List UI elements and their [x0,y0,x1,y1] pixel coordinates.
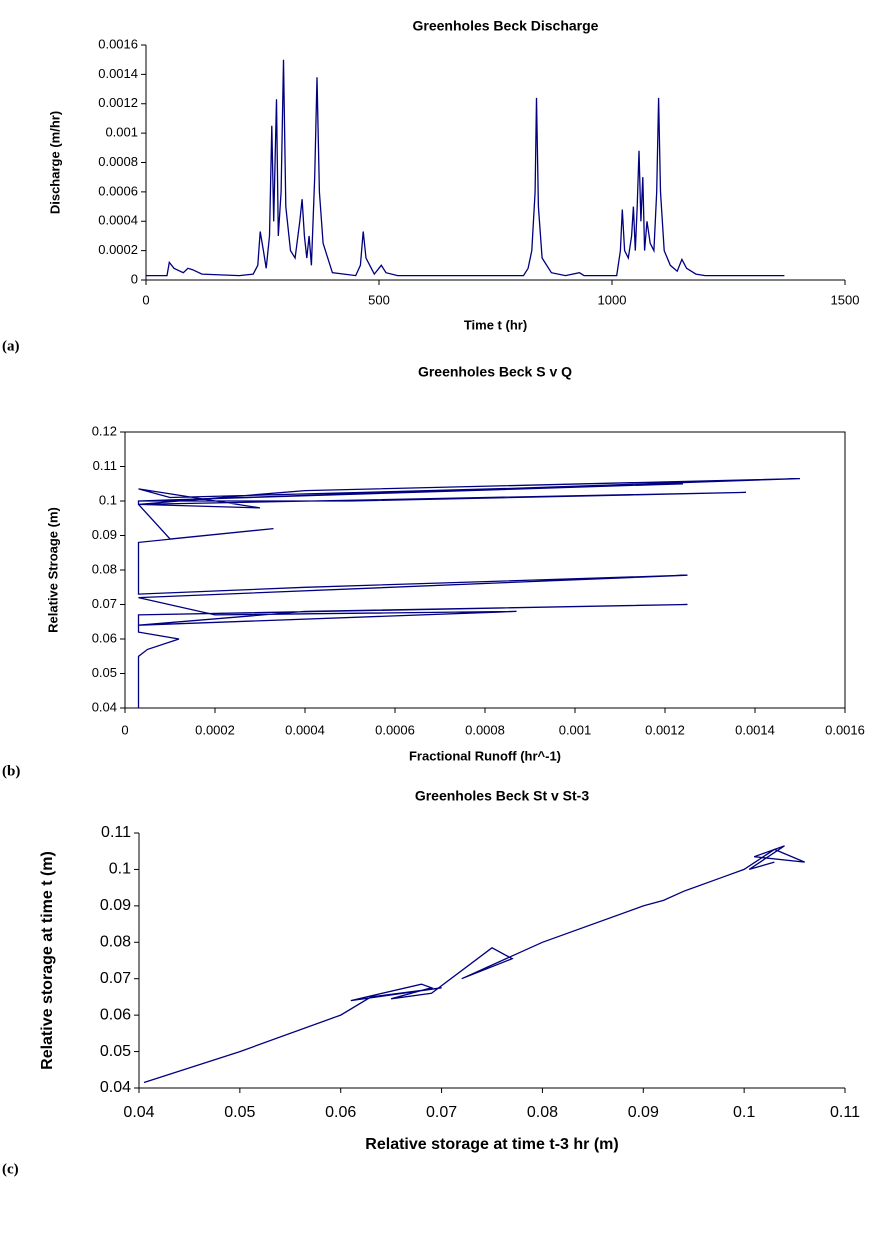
y-tick-label: 0.0004 [98,213,138,228]
x-tick-label: 0.0016 [825,722,865,737]
y-tick-label: 0.04 [92,699,117,714]
x-tick-label: 0.0006 [375,722,415,737]
chart-title: Greenholes Beck St v St-3 [415,788,590,804]
y-tick-label: 0 [131,271,138,286]
x-tick-label: 0.0004 [285,722,325,737]
x-tick-label: 0 [121,722,128,737]
y-tick-label: 0.12 [92,423,117,438]
x-tick-label: 0.08 [527,1104,558,1121]
x-tick-label: 0.04 [123,1104,154,1121]
x-tick-label: 0.0008 [465,722,505,737]
y-tick-label: 0.04 [100,1079,131,1096]
y-tick-label: 0.05 [92,665,117,680]
x-tick-label: 1000 [598,292,627,307]
y-tick-label: 0.11 [101,824,131,841]
y-tick-label: 0.08 [92,561,117,576]
y-tick-label: 0.1 [109,861,131,878]
y-tick-label: 0.001 [105,125,138,140]
y-tick-label: 0.06 [100,1006,131,1023]
x-tick-label: 0.11 [830,1104,860,1121]
x-tick-label: 0.0014 [735,722,775,737]
y-tick-label: 0.07 [92,596,117,611]
y-tick-label: 0.08 [100,934,131,951]
x-tick-label: 0.1 [733,1104,755,1121]
panel-label: (a) [2,338,20,354]
y-tick-label: 0.0012 [98,95,138,110]
y-axis-label: Discharge (m/hr) [47,111,62,214]
x-tick-label: 0.0002 [195,722,235,737]
x-tick-label: 0.06 [325,1104,356,1121]
y-tick-label: 0.06 [92,630,117,645]
y-axis-label: Relative Stroage (m) [45,507,60,633]
x-tick-label: 0.001 [559,722,592,737]
chart-title: Greenholes Beck S v Q [418,364,572,380]
data-line [137,477,801,708]
y-tick-label: 0.09 [100,897,131,914]
y-tick-label: 0.0016 [98,36,138,51]
x-axis-label: Relative storage at time t-3 hr (m) [365,1136,618,1153]
y-tick-label: 0.0008 [98,154,138,169]
x-tick-label: 0.0012 [645,722,685,737]
data-line [146,59,785,277]
panel-label: (b) [2,763,20,779]
x-axis-label: Fractional Runoff (hr^-1) [409,748,561,763]
y-axis-label: Relative storage at time t (m) [39,851,56,1070]
y-tick-label: 0.11 [93,458,117,473]
x-tick-label: 0.07 [426,1104,457,1121]
y-tick-label: 0.0002 [98,242,138,257]
plot-frame [124,431,846,709]
x-tick-label: 0 [142,292,149,307]
y-tick-label: 0.0006 [98,183,138,198]
x-tick-label: 500 [368,292,390,307]
y-tick-label: 0.1 [99,492,117,507]
y-tick-label: 0.0014 [98,66,138,81]
x-axis-label: Time t (hr) [464,317,527,332]
x-tick-label: 1500 [831,292,860,307]
x-tick-label: 0.05 [224,1104,255,1121]
y-tick-label: 0.07 [100,970,131,987]
panel-label: (c) [2,1161,19,1177]
x-tick-label: 0.09 [628,1104,659,1121]
data-line [143,845,805,1084]
chart-title: Greenholes Beck Discharge [413,18,599,34]
y-tick-label: 0.09 [92,527,117,542]
y-tick-label: 0.05 [100,1043,131,1060]
